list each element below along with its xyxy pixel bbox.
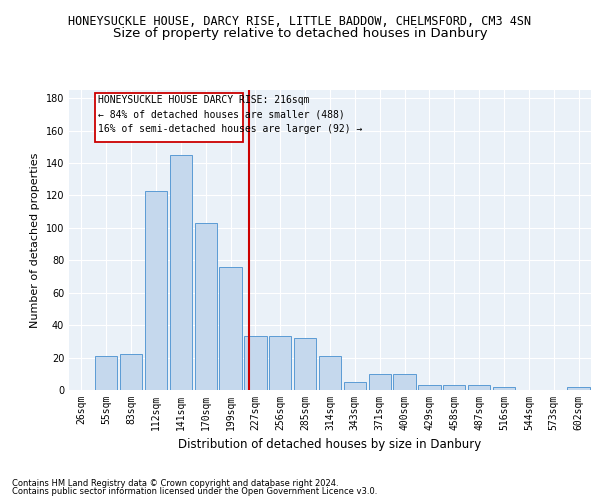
Text: Contains public sector information licensed under the Open Government Licence v3: Contains public sector information licen… <box>12 487 377 496</box>
Bar <box>344 382 366 390</box>
Bar <box>493 387 515 390</box>
Bar <box>220 267 242 390</box>
Text: ← 84% of detached houses are smaller (488): ← 84% of detached houses are smaller (48… <box>98 110 345 120</box>
Bar <box>269 336 292 390</box>
FancyBboxPatch shape <box>95 93 242 142</box>
Bar <box>394 374 416 390</box>
Text: Size of property relative to detached houses in Danbury: Size of property relative to detached ho… <box>113 28 487 40</box>
Bar <box>418 385 440 390</box>
Bar <box>443 385 466 390</box>
Bar <box>194 223 217 390</box>
Bar <box>319 356 341 390</box>
Bar <box>468 385 490 390</box>
Bar <box>170 155 192 390</box>
Text: HONEYSUCKLE HOUSE DARCY RISE: 216sqm: HONEYSUCKLE HOUSE DARCY RISE: 216sqm <box>98 95 310 105</box>
Text: 16% of semi-detached houses are larger (92) →: 16% of semi-detached houses are larger (… <box>98 124 362 134</box>
Text: Contains HM Land Registry data © Crown copyright and database right 2024.: Contains HM Land Registry data © Crown c… <box>12 478 338 488</box>
Bar <box>120 354 142 390</box>
Bar <box>145 190 167 390</box>
Y-axis label: Number of detached properties: Number of detached properties <box>30 152 40 328</box>
Bar <box>244 336 266 390</box>
X-axis label: Distribution of detached houses by size in Danbury: Distribution of detached houses by size … <box>178 438 482 452</box>
Text: HONEYSUCKLE HOUSE, DARCY RISE, LITTLE BADDOW, CHELMSFORD, CM3 4SN: HONEYSUCKLE HOUSE, DARCY RISE, LITTLE BA… <box>68 15 532 28</box>
Bar <box>368 374 391 390</box>
Bar <box>95 356 118 390</box>
Bar <box>568 387 590 390</box>
Bar <box>294 338 316 390</box>
